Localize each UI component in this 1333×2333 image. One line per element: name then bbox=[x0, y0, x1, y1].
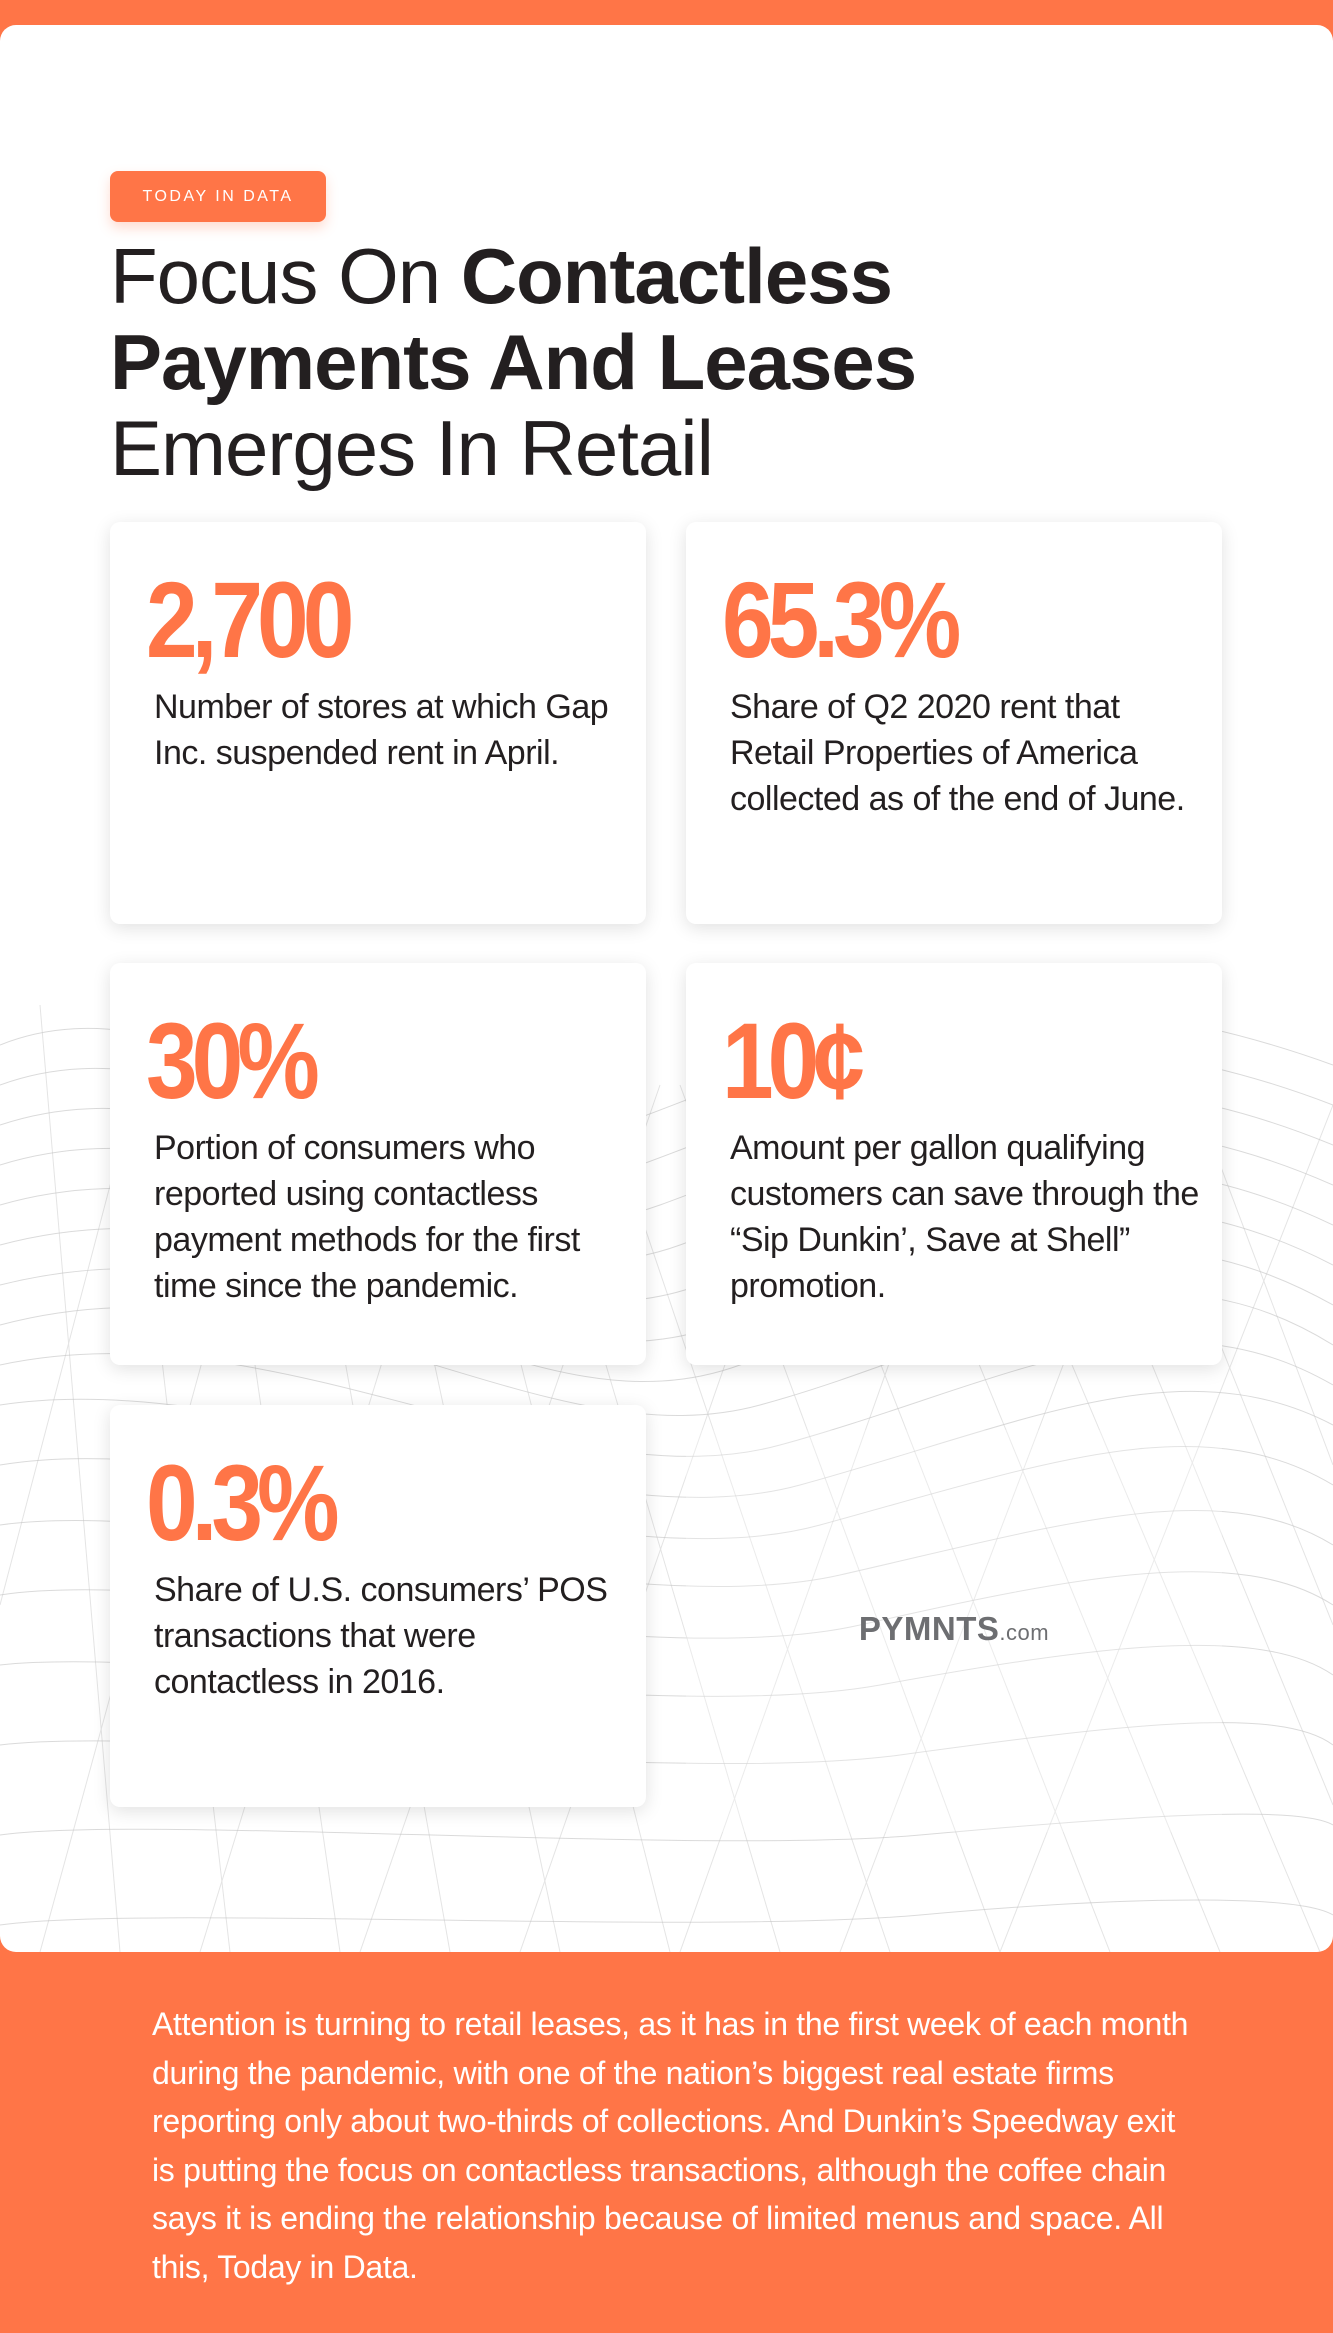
logo-suffix: .com bbox=[999, 1620, 1050, 1645]
title-bold-1: Contactless bbox=[460, 232, 893, 320]
page-title: Focus On Contactless Payments And Leases… bbox=[110, 233, 1210, 491]
today-in-data-badge: TODAY IN DATA bbox=[110, 171, 326, 222]
content-panel: TODAY IN DATA Focus On Contactless Payme… bbox=[0, 25, 1333, 1952]
title-light-3: Emerges In Retail bbox=[110, 404, 714, 492]
stat-value: 2,700 bbox=[146, 559, 354, 680]
title-light-1: Focus On bbox=[110, 232, 461, 320]
logo-brand: PYMNTS bbox=[858, 1610, 1000, 1647]
summary-paragraph: Attention is turning to retail leases, a… bbox=[152, 2006, 1189, 2285]
stat-description: Number of stores at which Gap Inc. suspe… bbox=[154, 688, 609, 772]
stat-card-rent: 65.3% Share of Q2 2020 rent that Retail … bbox=[686, 522, 1222, 924]
stat-value: 0.3% bbox=[146, 1442, 340, 1563]
stat-description: Share of Q2 2020 rent that Retail Proper… bbox=[730, 688, 1185, 818]
stat-description: Share of U.S. consumers’ POS transaction… bbox=[154, 1571, 608, 1701]
stat-value: 65.3% bbox=[722, 559, 961, 680]
pymnts-logo[interactable]: PYMNTS.com bbox=[686, 1610, 1222, 1648]
stat-value: 10¢ bbox=[722, 1000, 865, 1121]
stat-value: 30% bbox=[146, 1000, 320, 1121]
stat-card-stores: 2,700 Number of stores at which Gap Inc.… bbox=[110, 522, 646, 924]
stat-description: Portion of consumers who reported using … bbox=[154, 1129, 580, 1305]
stat-description: Amount per gallon qualifying customers c… bbox=[730, 1129, 1199, 1305]
stat-card-pos-contactless: 0.3% Share of U.S. consumers’ POS transa… bbox=[110, 1405, 646, 1807]
logo-tile: PYMNTS.com bbox=[686, 1430, 1222, 1832]
stat-card-contactless-first-time: 30% Portion of consumers who reported us… bbox=[110, 963, 646, 1365]
stat-card-gallon-savings: 10¢ Amount per gallon qualifying custome… bbox=[686, 963, 1222, 1365]
title-bold-2: Payments And Leases bbox=[110, 318, 917, 406]
